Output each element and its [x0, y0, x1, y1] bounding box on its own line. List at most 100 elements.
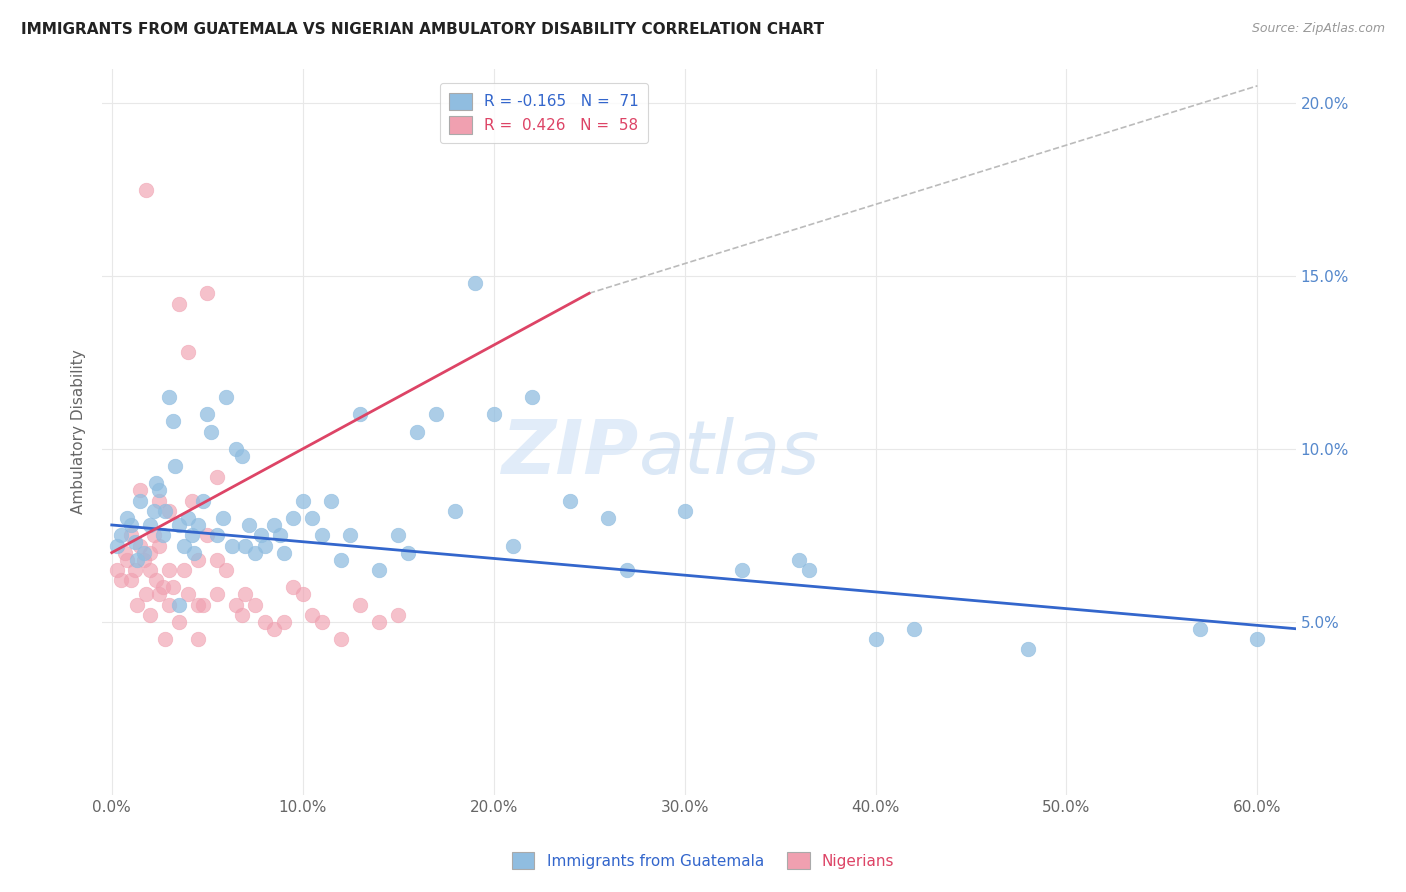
- Point: [148, 539, 170, 553]
- Point: [903, 622, 925, 636]
- Point: [142, 504, 165, 518]
- Point: [482, 407, 505, 421]
- Point: [231, 449, 253, 463]
- Point: [157, 563, 180, 577]
- Point: [195, 528, 218, 542]
- Point: [797, 563, 820, 577]
- Point: [339, 528, 361, 542]
- Point: [193, 493, 215, 508]
- Point: [558, 493, 581, 508]
- Point: [177, 511, 200, 525]
- Legend: Immigrants from Guatemala, Nigerians: Immigrants from Guatemala, Nigerians: [505, 846, 901, 875]
- Point: [114, 546, 136, 560]
- Point: [368, 615, 391, 629]
- Point: [502, 539, 524, 553]
- Point: [205, 587, 228, 601]
- Point: [148, 493, 170, 508]
- Point: [1189, 622, 1212, 636]
- Point: [263, 518, 285, 533]
- Point: [115, 552, 138, 566]
- Point: [187, 552, 209, 566]
- Point: [163, 459, 186, 474]
- Point: [145, 574, 167, 588]
- Point: [155, 504, 177, 518]
- Point: [177, 587, 200, 601]
- Point: [865, 632, 887, 646]
- Point: [115, 511, 138, 525]
- Point: [1246, 632, 1268, 646]
- Point: [139, 546, 162, 560]
- Point: [152, 528, 174, 542]
- Legend: R = -0.165   N =  71, R =  0.426   N =  58: R = -0.165 N = 71, R = 0.426 N = 58: [440, 84, 648, 143]
- Point: [134, 552, 156, 566]
- Point: [225, 598, 247, 612]
- Point: [368, 563, 391, 577]
- Point: [129, 483, 152, 498]
- Point: [120, 518, 142, 533]
- Point: [195, 286, 218, 301]
- Point: [406, 425, 429, 439]
- Point: [205, 552, 228, 566]
- Point: [387, 528, 409, 542]
- Point: [215, 563, 238, 577]
- Point: [167, 598, 190, 612]
- Point: [181, 493, 204, 508]
- Point: [129, 493, 152, 508]
- Point: [125, 598, 148, 612]
- Point: [253, 615, 276, 629]
- Point: [221, 539, 243, 553]
- Point: [173, 563, 195, 577]
- Point: [215, 390, 238, 404]
- Point: [181, 528, 204, 542]
- Point: [464, 276, 486, 290]
- Point: [329, 552, 352, 566]
- Point: [177, 345, 200, 359]
- Point: [135, 587, 157, 601]
- Point: [134, 546, 156, 560]
- Point: [139, 607, 162, 622]
- Point: [396, 546, 419, 560]
- Point: [167, 518, 190, 533]
- Point: [162, 414, 184, 428]
- Point: [291, 493, 314, 508]
- Point: [187, 518, 209, 533]
- Point: [231, 607, 253, 622]
- Point: [731, 563, 754, 577]
- Point: [157, 504, 180, 518]
- Point: [139, 518, 162, 533]
- Point: [129, 539, 152, 553]
- Point: [673, 504, 696, 518]
- Point: [125, 552, 148, 566]
- Point: [269, 528, 291, 542]
- Point: [152, 580, 174, 594]
- Point: [329, 632, 352, 646]
- Point: [425, 407, 447, 421]
- Point: [263, 622, 285, 636]
- Point: [283, 511, 305, 525]
- Point: [1017, 642, 1039, 657]
- Point: [520, 390, 543, 404]
- Point: [120, 574, 142, 588]
- Point: [193, 598, 215, 612]
- Point: [253, 539, 276, 553]
- Text: atlas: atlas: [640, 417, 821, 490]
- Point: [273, 615, 295, 629]
- Point: [195, 407, 218, 421]
- Point: [787, 552, 810, 566]
- Point: [349, 407, 371, 421]
- Point: [139, 563, 162, 577]
- Point: [205, 469, 228, 483]
- Point: [273, 546, 295, 560]
- Point: [444, 504, 467, 518]
- Point: [205, 528, 228, 542]
- Point: [187, 632, 209, 646]
- Point: [235, 539, 257, 553]
- Point: [145, 476, 167, 491]
- Point: [311, 528, 333, 542]
- Point: [283, 580, 305, 594]
- Text: ZIP: ZIP: [502, 417, 640, 490]
- Point: [211, 511, 233, 525]
- Point: [110, 528, 132, 542]
- Point: [349, 598, 371, 612]
- Point: [235, 587, 257, 601]
